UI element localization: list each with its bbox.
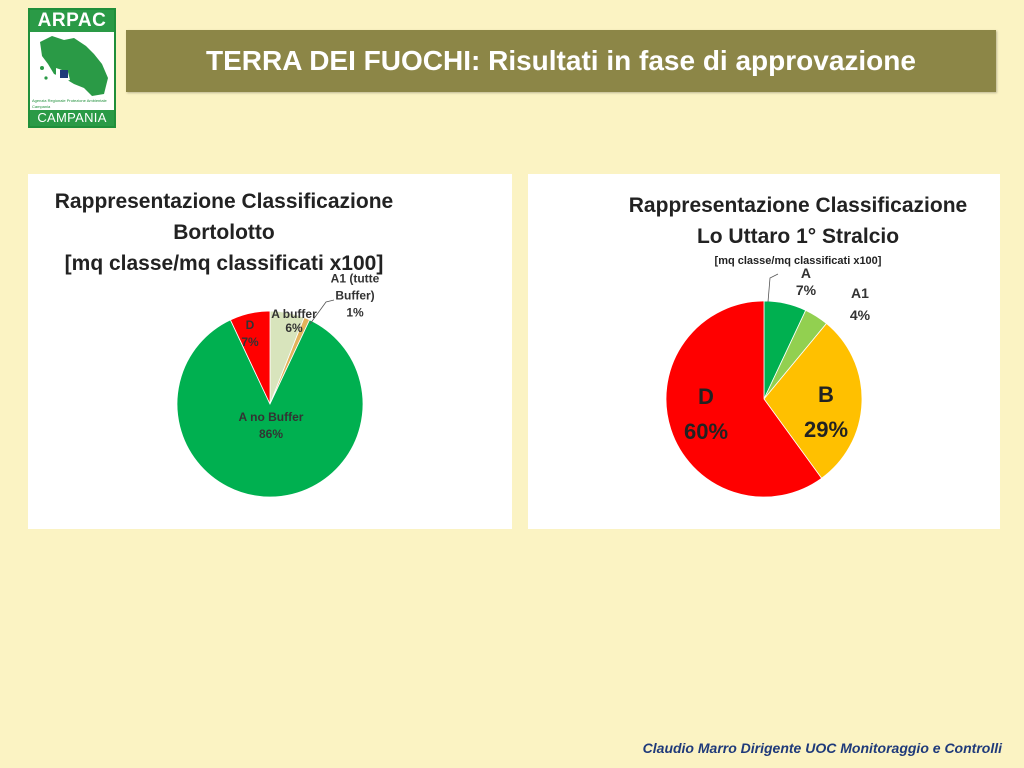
pie-slice-b (763, 322, 863, 479)
slice-name: D (698, 384, 714, 409)
slice-pct: 86% (258, 427, 284, 441)
pie-slice-a-no-buffer (176, 319, 364, 498)
slice-pct: 6% (285, 321, 303, 335)
slice-label-a-no-buffer: A no Buffer 86% (239, 409, 304, 443)
slice-pct: 60% (683, 419, 729, 444)
arpac-logo: ARPAC Agenzia Regionale Protezione Ambie… (28, 8, 116, 128)
chart-panel-bortolotto: Rappresentazione Classificazione Bortolo… (28, 174, 512, 529)
leader-line-a1 (309, 299, 335, 325)
slice-pct: 4% (849, 307, 871, 323)
slice-pct: 7% (241, 335, 259, 349)
slice-name: A buffer (271, 307, 317, 321)
footer-credit: Claudio Marro Dirigente UOC Monitoraggio… (642, 740, 1002, 756)
chart-title-lo-uttaro: Rappresentazione Classificazione Lo Utta… (600, 190, 996, 252)
pie-chart-bortolotto (176, 299, 364, 498)
slice-pct: 29% (803, 417, 849, 442)
page-title: TERRA DEI FUOCHI: Risultati in fase di a… (206, 45, 916, 76)
chart-panel-lo-uttaro: Rappresentazione Classificazione Lo Utta… (528, 174, 1000, 529)
chart-subtitle-lo-uttaro: [mq classe/mq classificati x100] (714, 255, 882, 267)
chart-title-line: Rappresentazione Classificazione (628, 194, 968, 217)
slice-name: A1 (tutte Buffer) (330, 271, 380, 303)
logo-sub-text: Agenzia Regionale Protezione Ambientale … (32, 98, 107, 109)
chart-title-line: Rappresentazione Classificazione (54, 190, 394, 213)
slice-label-d: D 7% (241, 317, 258, 351)
slice-pct: 1% (346, 305, 364, 320)
pie-slice-d (229, 310, 271, 405)
chart-title-line: [mq classe/mq classificati x100] (64, 252, 384, 275)
slice-name: A1 (851, 285, 869, 301)
slice-label-d: D 60% (684, 379, 728, 449)
page-title-bar: TERRA DEI FUOCHI: Risultati in fase di a… (126, 30, 996, 92)
logo-top-text: ARPAC (30, 10, 114, 32)
slice-label-a1: A1 (tutte Buffer) 1% (324, 271, 386, 322)
slice-label-a-buffer: A buffer 6% (271, 307, 317, 335)
slice-label-a1: A1 4% (850, 282, 870, 326)
slice-label-b: B 29% (804, 377, 848, 447)
chart-title-bortolotto: Rappresentazione Classificazione Bortolo… (28, 186, 420, 279)
slice-label-a: A 7% (796, 265, 816, 299)
slice-name: A no Buffer (238, 410, 304, 424)
pie-slice-d (665, 300, 823, 498)
campania-map-icon (40, 36, 108, 96)
chart-title-line: Lo Uttaro 1° Stralcio (696, 225, 900, 248)
slice-pct: 7% (795, 282, 817, 298)
chart-title-line: Bortolotto (173, 221, 275, 244)
leader-line-a (767, 273, 779, 303)
slice-name: A (800, 265, 812, 281)
slice-name: B (818, 382, 834, 407)
pie-chart-lo-uttaro (665, 273, 863, 498)
slice-name: D (245, 318, 255, 332)
logo-bottom-text: CAMPANIA (30, 110, 114, 126)
